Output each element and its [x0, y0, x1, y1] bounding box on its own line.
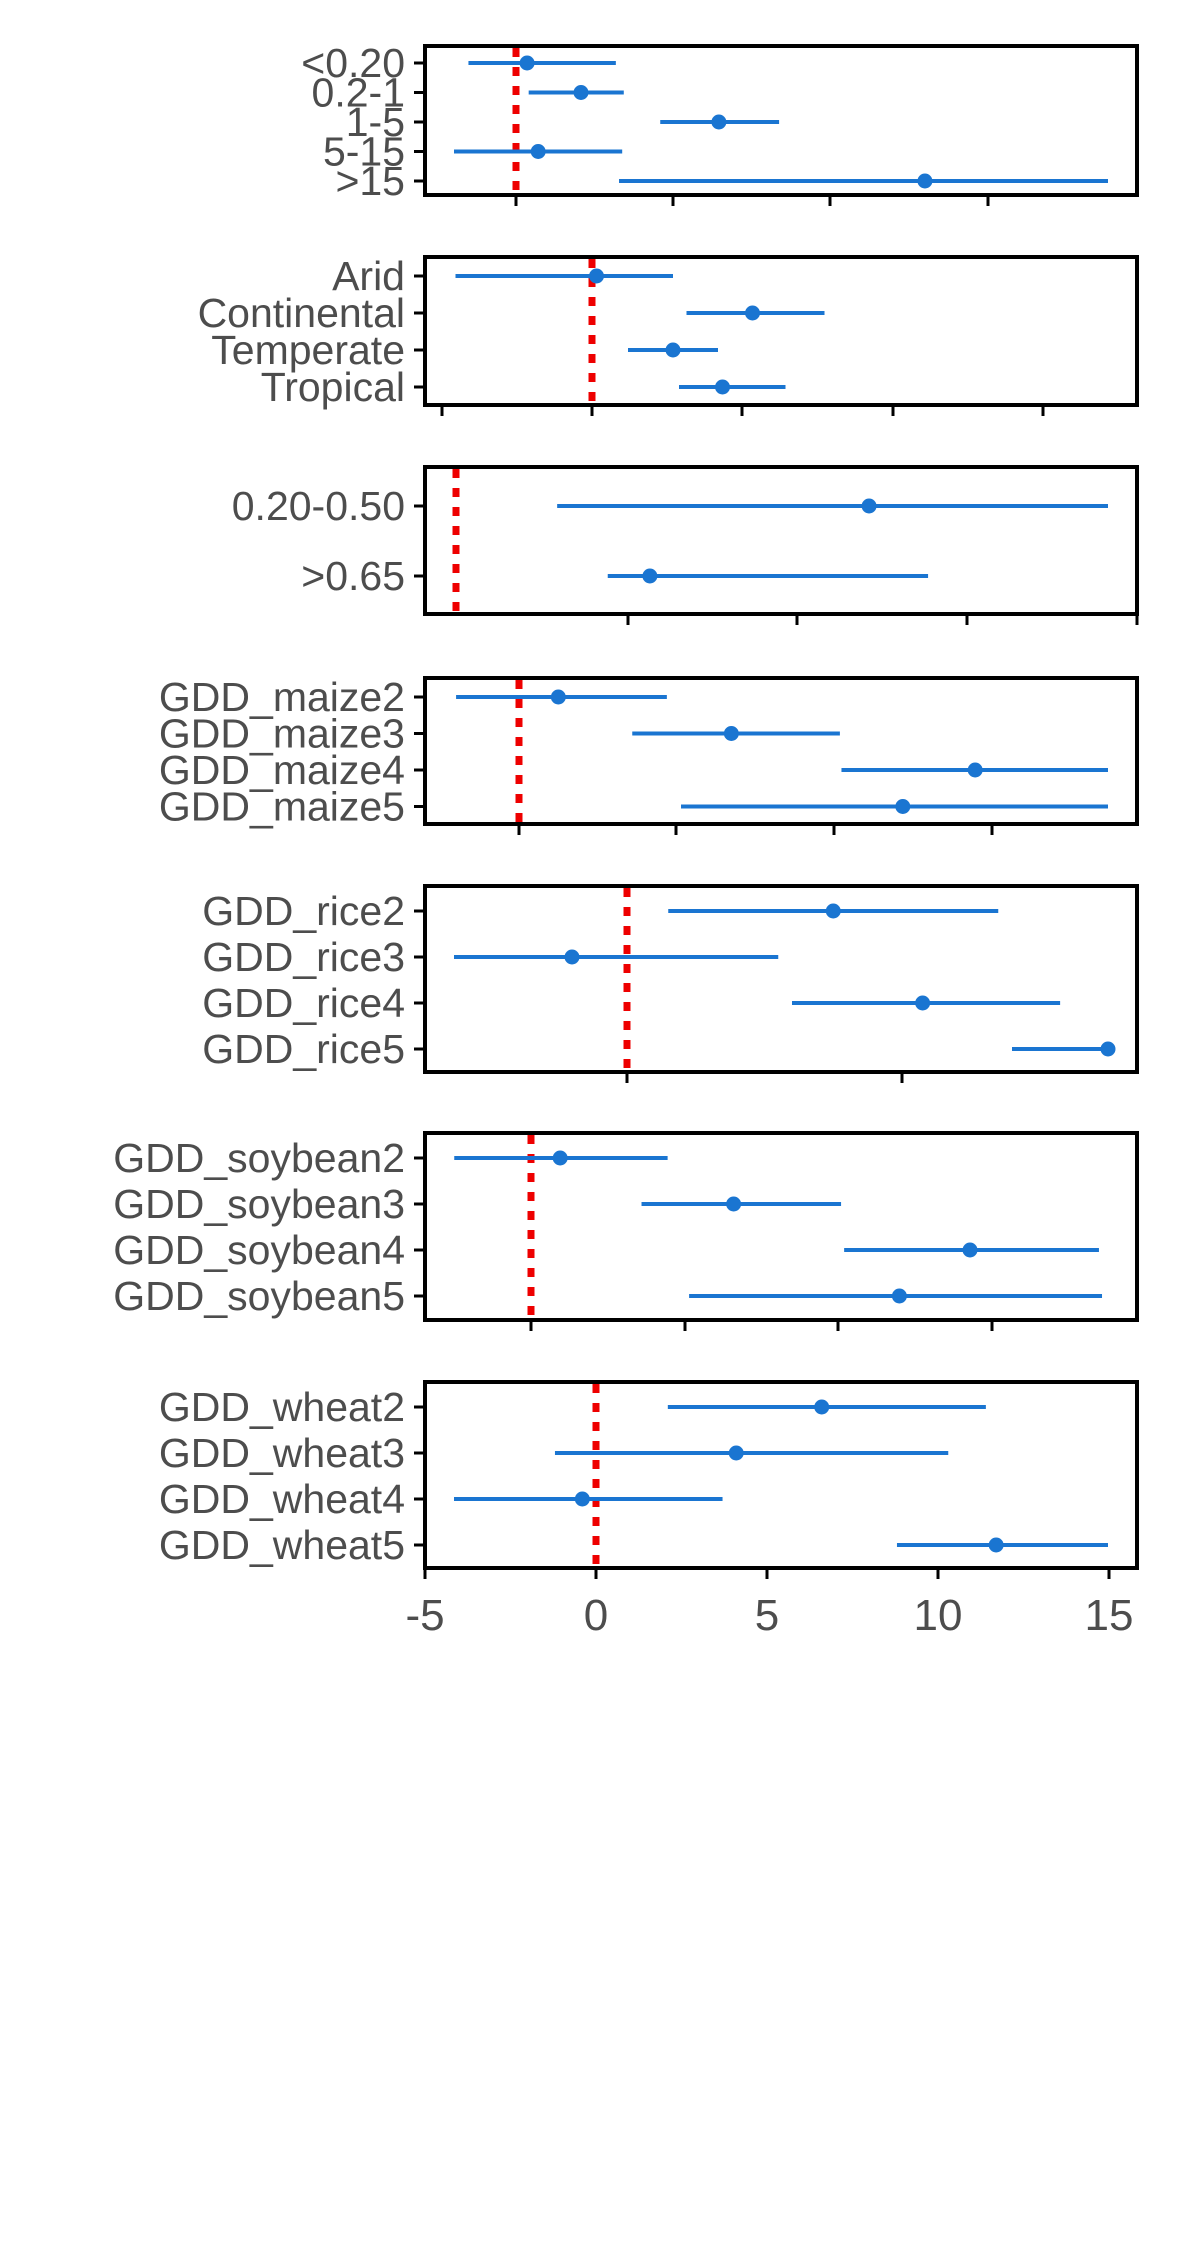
estimate-point — [825, 903, 841, 919]
category-label: GDD_wheat2 — [159, 1384, 405, 1430]
forest-panel-7: GDD_wheat2GDD_wheat3GDD_wheat4GDD_wheat5… — [159, 1380, 1139, 1640]
forest-panel-6: GDD_soybean2GDD_soybean3GDD_soybean4GDD_… — [113, 1131, 1139, 1331]
estimate-point — [715, 379, 730, 395]
category-label: >15 — [335, 158, 405, 204]
category-label: 0.20-0.50 — [232, 483, 405, 529]
x-tick-label: 5 — [755, 1591, 779, 1640]
category-label: GDD_soybean2 — [113, 1135, 405, 1181]
forest-panel-1: <0.200.2-11-55-15>15 — [301, 40, 1139, 206]
estimate-point — [711, 114, 727, 130]
estimate-point — [728, 1445, 744, 1461]
panel-frame — [423, 676, 1139, 826]
estimate-point — [723, 726, 739, 741]
x-tick-label: 0 — [584, 1591, 608, 1640]
estimate-point — [665, 342, 681, 358]
estimate-point — [861, 498, 877, 514]
category-label: GDD_rice2 — [202, 888, 405, 934]
category-label: GDD_rice5 — [202, 1026, 405, 1072]
estimate-point — [967, 762, 983, 778]
estimate-point — [814, 1399, 830, 1415]
panel-frame — [423, 44, 1139, 197]
category-label: GDD_wheat5 — [159, 1522, 405, 1568]
x-tick-label: -5 — [405, 1591, 444, 1640]
panel-frame — [423, 1380, 1139, 1570]
estimate-point — [574, 1491, 590, 1507]
estimate-point — [895, 799, 911, 814]
category-label: GDD_soybean3 — [113, 1181, 405, 1227]
category-label: GDD_maize4 — [159, 747, 405, 793]
estimate-point — [530, 144, 546, 159]
estimate-point — [962, 1242, 978, 1258]
category-label: <0.20 — [301, 40, 405, 86]
category-label: Temperate — [211, 327, 405, 373]
category-label: GDD_maize5 — [159, 784, 405, 830]
category-label: GDD_maize3 — [159, 711, 405, 757]
category-label: GDD_rice4 — [202, 980, 405, 1026]
estimate-point — [917, 173, 933, 189]
estimate-point — [564, 949, 580, 965]
category-label: GDD_soybean4 — [113, 1227, 405, 1273]
estimate-point — [745, 305, 760, 321]
estimate-point — [988, 1537, 1004, 1553]
estimate-point — [519, 55, 535, 71]
category-label: Arid — [332, 253, 405, 299]
estimate-point — [1100, 1041, 1116, 1057]
category-label: 5-15 — [323, 129, 405, 175]
estimate-point — [726, 1196, 742, 1212]
category-label: 0.2-1 — [312, 70, 405, 116]
category-label: Tropical — [261, 364, 405, 410]
category-label: GDD_rice3 — [202, 934, 405, 980]
category-label: GDD_wheat4 — [159, 1476, 405, 1522]
category-label: GDD_maize2 — [159, 674, 405, 720]
estimate-point — [891, 1288, 907, 1304]
category-label: GDD_soybean5 — [113, 1273, 405, 1319]
forest-panel-3: 0.20-0.50 >0.65 — [232, 465, 1139, 625]
category-label: GDD_wheat3 — [159, 1430, 405, 1476]
estimate-point — [552, 1150, 568, 1166]
x-tick-label: 15 — [1085, 1591, 1134, 1640]
estimate-point — [550, 689, 566, 705]
estimate-point — [589, 268, 604, 284]
x-tick-label: 10 — [914, 1591, 963, 1640]
panel-frame — [423, 465, 1139, 616]
panel-frame — [423, 255, 1139, 407]
category-label: Continental — [198, 290, 405, 336]
estimate-point — [642, 568, 658, 584]
estimate-point — [573, 85, 589, 100]
panel-frame — [423, 884, 1139, 1074]
category-label: 1-5 — [346, 99, 405, 145]
estimate-point — [915, 995, 931, 1011]
panel-frame — [423, 1131, 1139, 1322]
category-label: >0.65 — [301, 553, 405, 599]
